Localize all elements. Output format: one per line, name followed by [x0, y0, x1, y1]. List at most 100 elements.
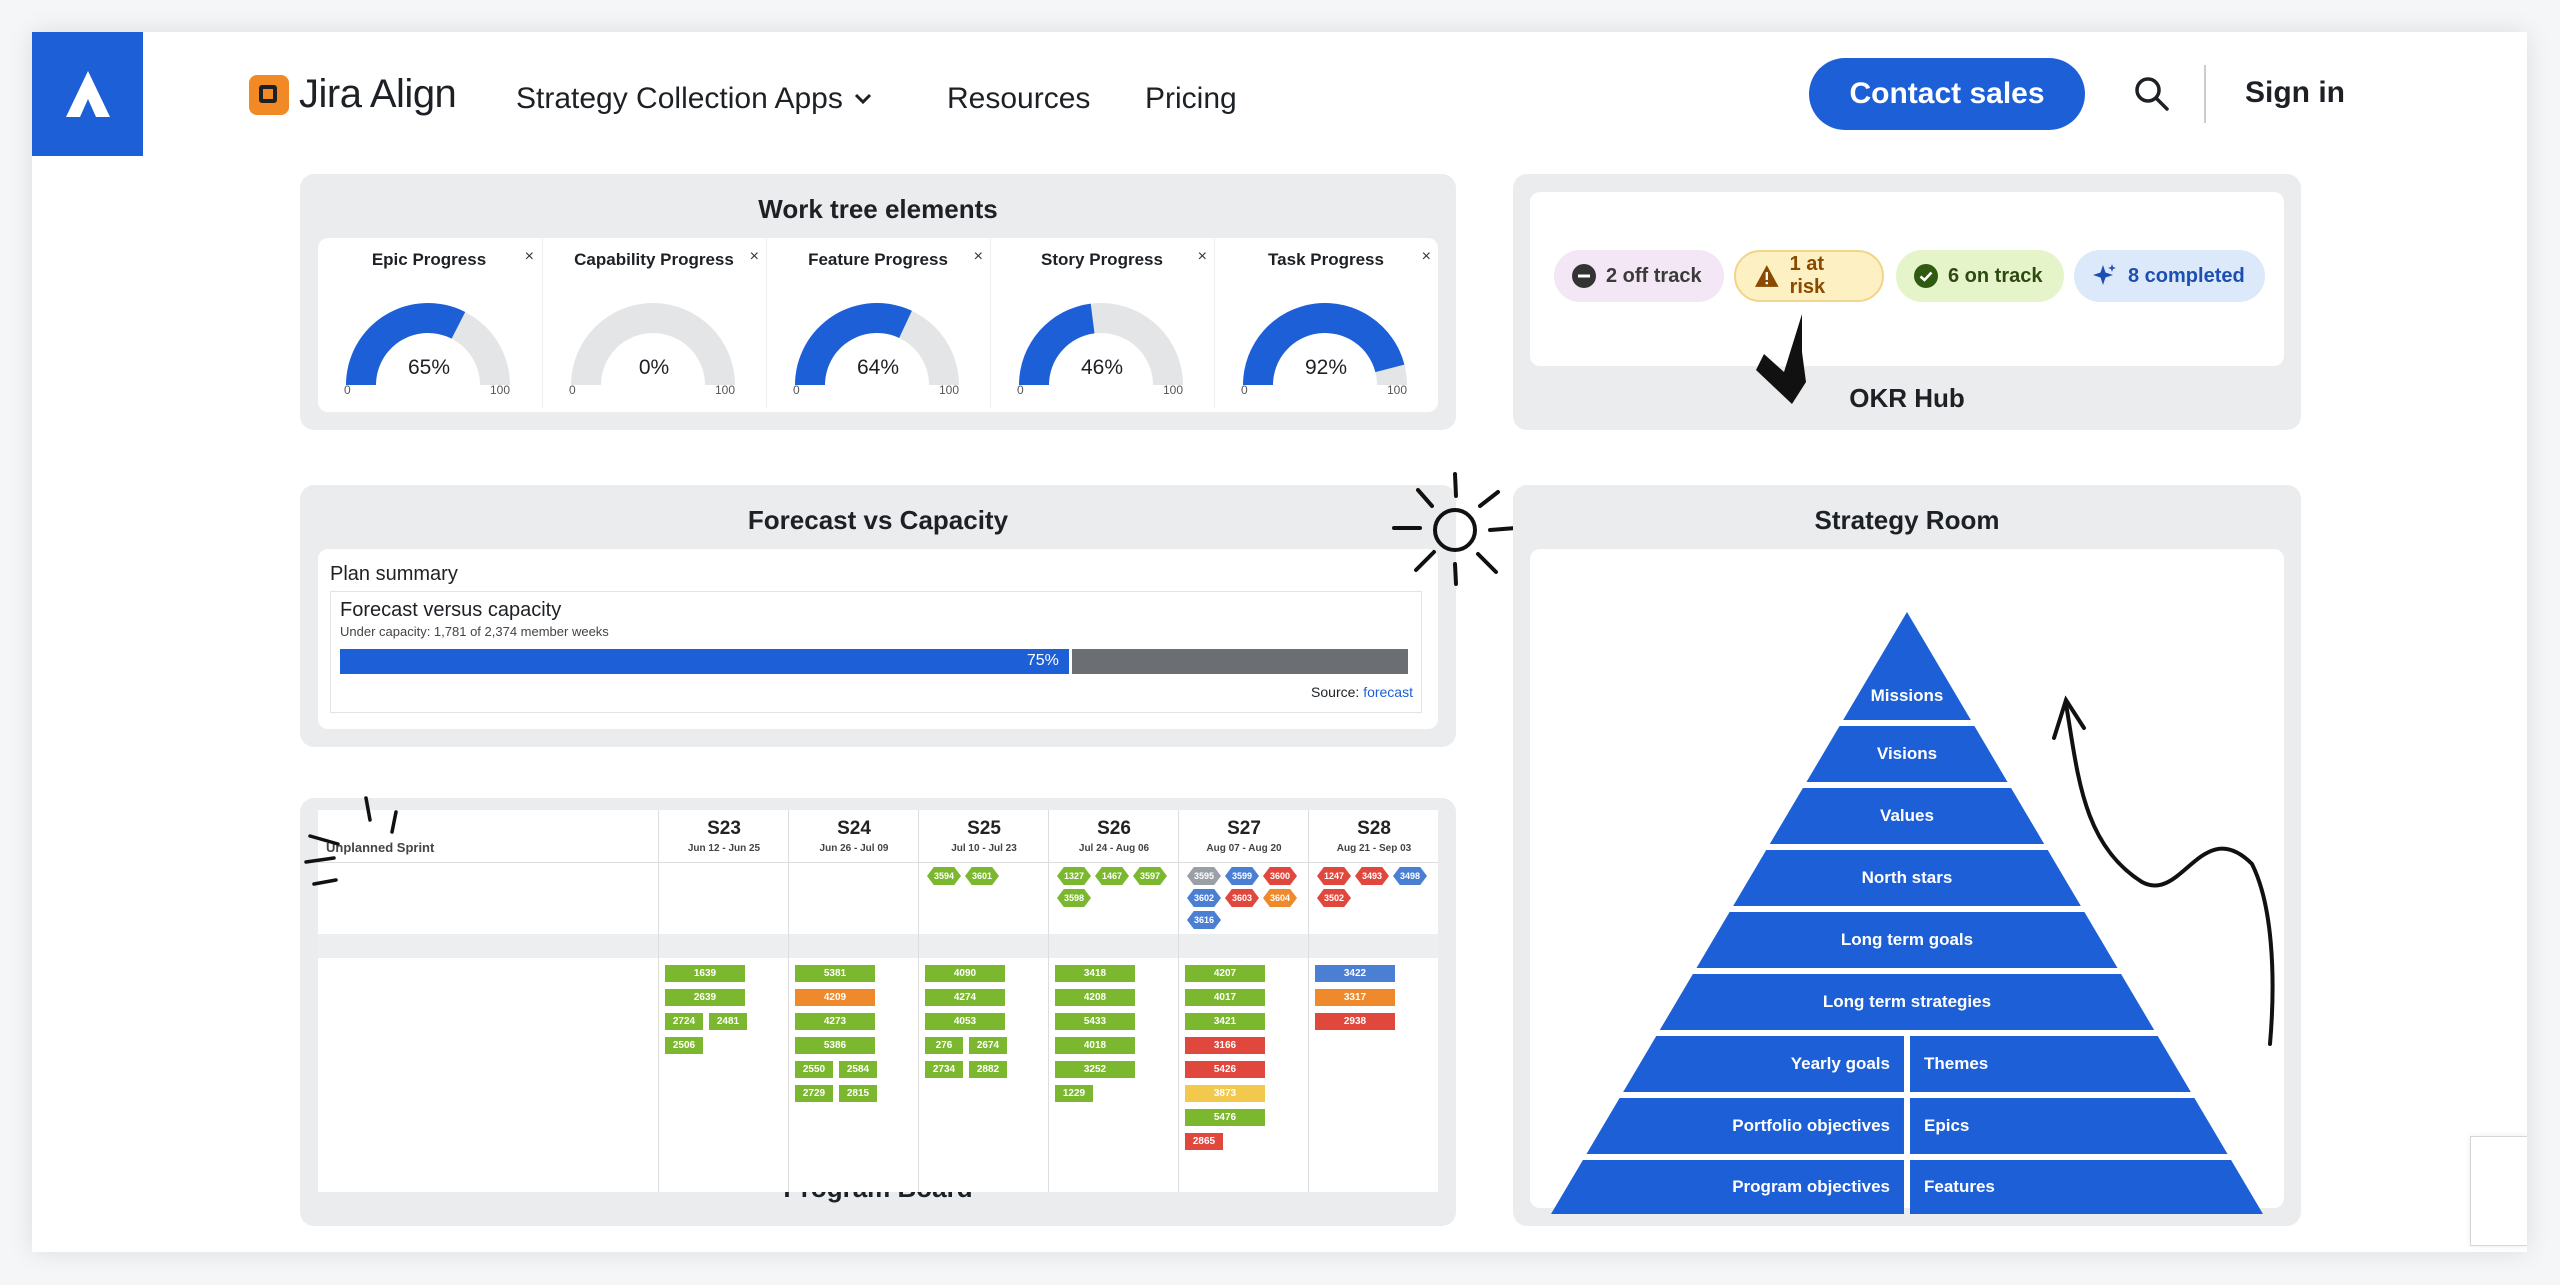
- okr-off-track-pill[interactable]: 2 off track: [1554, 250, 1724, 302]
- gauge-arc: [1019, 303, 1183, 385]
- feature-hex[interactable]: 3493: [1355, 867, 1389, 885]
- pyramid-tier-left[interactable]: Portfolio objectives: [1586, 1098, 1904, 1154]
- feature-hex[interactable]: 3502: [1317, 889, 1351, 907]
- story-tile[interactable]: 2481: [709, 1013, 747, 1030]
- close-icon[interactable]: ×: [1197, 248, 1207, 265]
- story-tile[interactable]: 2550: [795, 1061, 833, 1078]
- pyramid-tier[interactable]: Long term goals: [1696, 912, 2118, 968]
- story-tile[interactable]: 4208: [1055, 989, 1135, 1006]
- feature-hex[interactable]: 3498: [1393, 867, 1427, 885]
- contact-sales-button[interactable]: Contact sales: [1809, 58, 2085, 130]
- sprint-column-s24: S24 Jun 26 - Jul 09 5381 4209 4273 5386 2550 25…: [788, 810, 919, 1192]
- pyramid-tier[interactable]: Values: [1769, 788, 2045, 844]
- story-tile[interactable]: 4017: [1185, 989, 1265, 1006]
- sign-in-link[interactable]: Sign in: [2245, 76, 2345, 109]
- story-tile[interactable]: 2865: [1185, 1133, 1223, 1150]
- close-icon[interactable]: ×: [524, 248, 534, 265]
- feature-hex[interactable]: 3595: [1187, 867, 1221, 885]
- story-tile[interactable]: 3421: [1185, 1013, 1265, 1030]
- story-tile[interactable]: 2584: [839, 1061, 877, 1078]
- pyramid-tier[interactable]: North stars: [1733, 850, 2081, 906]
- story-tile[interactable]: 4273: [795, 1013, 875, 1030]
- gauge-min: 0: [793, 383, 800, 397]
- pyramid-tier[interactable]: Visions: [1806, 726, 2008, 782]
- story-tile[interactable]: 4018: [1055, 1037, 1135, 1054]
- story-tile[interactable]: 5426: [1185, 1061, 1265, 1078]
- feature-hex[interactable]: 3594: [927, 867, 961, 885]
- feature-hex[interactable]: 1467: [1095, 867, 1129, 885]
- gauge-capability-progress: Capability Progress × 0% 0 100: [542, 238, 765, 408]
- feature-hex[interactable]: 3597: [1133, 867, 1167, 885]
- story-tile[interactable]: 4090: [925, 965, 1005, 982]
- story-tile[interactable]: 3418: [1055, 965, 1135, 982]
- story-tile[interactable]: 2729: [795, 1085, 833, 1102]
- story-tile[interactable]: 2639: [665, 989, 745, 1006]
- warning-icon: [1754, 265, 1779, 287]
- feature-hex[interactable]: 3604: [1263, 889, 1297, 907]
- nav-strategy-collection-apps[interactable]: Strategy Collection Apps: [516, 82, 873, 116]
- story-tile[interactable]: 4209: [795, 989, 875, 1006]
- story-tile[interactable]: 3873: [1185, 1085, 1265, 1102]
- pyramid-tier-left[interactable]: Program objectives: [1551, 1160, 1904, 1214]
- okr-on-track-pill[interactable]: 6 on track: [1896, 250, 2064, 302]
- search-button[interactable]: [2132, 74, 2172, 119]
- story-tile[interactable]: 2882: [969, 1061, 1007, 1078]
- story-tile[interactable]: 5476: [1185, 1109, 1265, 1126]
- close-icon[interactable]: ×: [973, 248, 983, 265]
- story-tile[interactable]: 2724: [665, 1013, 703, 1030]
- okr-completed-pill[interactable]: 8 completed: [2074, 250, 2265, 302]
- gauge-task-progress: Task Progress × 92% 0 100: [1214, 238, 1437, 408]
- feature-hex[interactable]: 3599: [1225, 867, 1259, 885]
- close-icon[interactable]: ×: [749, 248, 759, 265]
- story-tile[interactable]: 5381: [795, 965, 875, 982]
- forecast-heading: Forecast versus capacity: [340, 599, 562, 621]
- story-tile[interactable]: 3252: [1055, 1061, 1135, 1078]
- pyramid-tier-right[interactable]: Themes: [1910, 1036, 2191, 1092]
- story-tile[interactable]: 4274: [925, 989, 1005, 1006]
- pyramid-tier-right[interactable]: Features: [1910, 1160, 2263, 1214]
- story-tile[interactable]: 1639: [665, 965, 745, 982]
- story-tile[interactable]: 4207: [1185, 965, 1265, 982]
- story-tile[interactable]: 4053: [925, 1013, 1005, 1030]
- story-tile[interactable]: 2938: [1315, 1013, 1395, 1030]
- tier-label: Features: [1924, 1177, 1995, 1196]
- gauge-max: 100: [1387, 383, 1408, 397]
- story-tile[interactable]: 2506: [665, 1037, 703, 1054]
- close-icon[interactable]: ×: [1421, 248, 1431, 265]
- source-link[interactable]: forecast: [1363, 684, 1413, 700]
- feature-hex[interactable]: 1247: [1317, 867, 1351, 885]
- story-tile[interactable]: 5433: [1055, 1013, 1135, 1030]
- feature-hex[interactable]: 3598: [1057, 889, 1091, 907]
- nav-pricing[interactable]: Pricing: [1145, 82, 1237, 116]
- feature-hex[interactable]: 3601: [965, 867, 999, 885]
- feature-hex[interactable]: 1327: [1057, 867, 1091, 885]
- sun-doodle-icon: [1392, 472, 1518, 586]
- jira-align-brand[interactable]: Jira Align: [249, 72, 457, 117]
- story-tile[interactable]: 2674: [969, 1037, 1007, 1054]
- chevron-down-icon: [854, 93, 871, 105]
- story-tile[interactable]: 3317: [1315, 989, 1395, 1006]
- okr-at-risk-pill[interactable]: 1 at risk: [1734, 250, 1884, 302]
- pyramid-tier[interactable]: Long term strategies: [1659, 974, 2155, 1030]
- story-tile[interactable]: 1229: [1055, 1085, 1093, 1102]
- story-tile[interactable]: 2815: [839, 1085, 877, 1102]
- story-tile[interactable]: 5386: [795, 1037, 875, 1054]
- side-widget[interactable]: [2470, 1136, 2527, 1246]
- tier-label: Long term goals: [1840, 930, 1974, 949]
- story-tile[interactable]: 3166: [1185, 1037, 1265, 1054]
- feature-hex[interactable]: 3600: [1263, 867, 1297, 885]
- feature-hex[interactable]: 3616: [1187, 911, 1221, 929]
- pyramid-tier-left[interactable]: Yearly goals: [1623, 1036, 1904, 1092]
- nav-label: Resources: [947, 82, 1091, 115]
- nav-resources[interactable]: Resources: [947, 82, 1090, 116]
- feature-hex[interactable]: 3603: [1225, 889, 1259, 907]
- atlassian-logo[interactable]: [32, 32, 143, 156]
- story-tile[interactable]: 3422: [1315, 965, 1395, 982]
- story-tile[interactable]: 276: [925, 1037, 963, 1054]
- forecast-progress-label: 75%: [1026, 652, 1059, 669]
- strategy-room-title: Strategy Room: [1814, 505, 2000, 535]
- pyramid-tier-right[interactable]: Epics: [1910, 1098, 2228, 1154]
- feature-hex[interactable]: 3602: [1187, 889, 1221, 907]
- source-label: Source:: [1311, 684, 1360, 700]
- story-tile[interactable]: 2734: [925, 1061, 963, 1078]
